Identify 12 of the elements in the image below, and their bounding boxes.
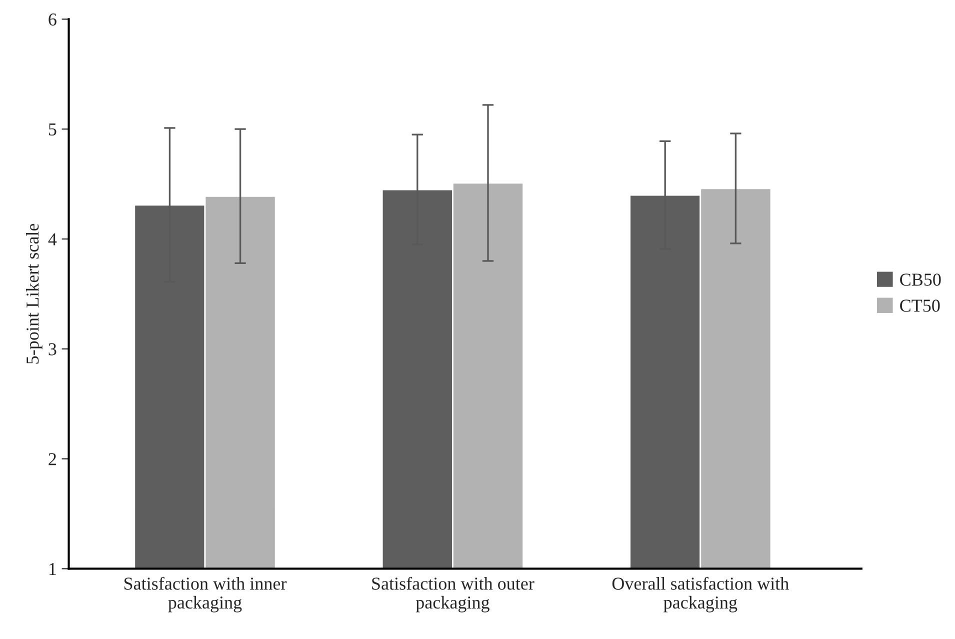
y-tick-label: 5 [48, 124, 56, 136]
y-tick-label: 3 [48, 343, 56, 356]
legend-label: CB50 [900, 274, 941, 286]
x-tick-label: Overall satisfaction with packaging [612, 576, 789, 612]
x-tick-label: Satisfaction with outer packaging [372, 576, 534, 612]
y-axis-title: 5-point Likert scale [26, 224, 42, 364]
y-tick-label: 4 [48, 233, 57, 246]
x-tick-label: Satisfaction with inner packaging [124, 576, 287, 612]
y-tick-label: 1 [50, 563, 56, 575]
y-tick-label: 2 [48, 453, 56, 466]
y-tick-label: 6 [48, 13, 56, 26]
legend-label: CT50 [900, 300, 940, 312]
